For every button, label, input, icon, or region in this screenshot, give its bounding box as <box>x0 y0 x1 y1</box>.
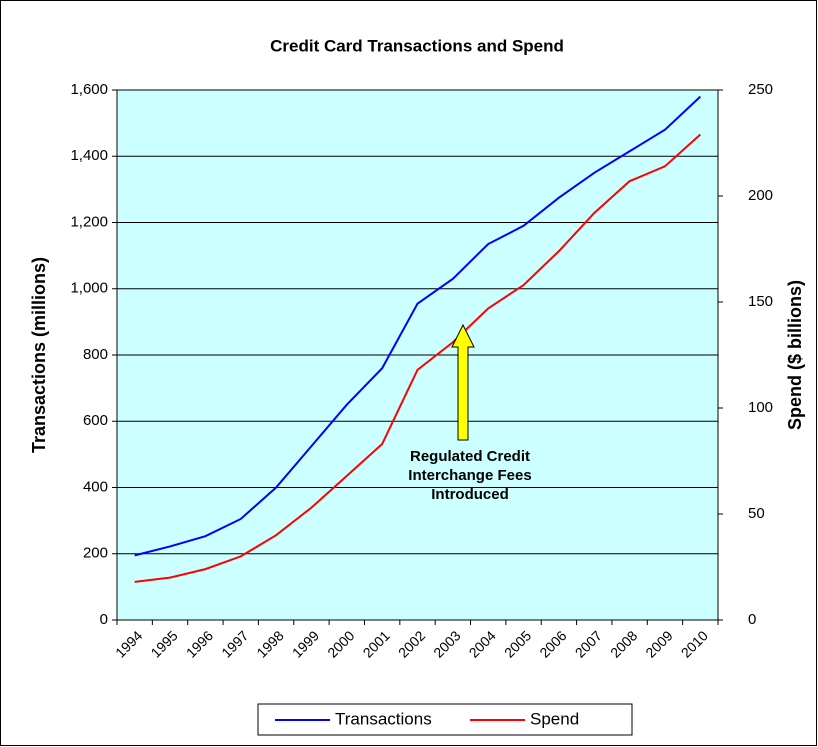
y2-tick-label: 250 <box>748 81 773 98</box>
y-axis-label: Transactions (millions) <box>29 257 49 453</box>
y2-axis-label: Spend ($ billions) <box>785 280 805 430</box>
data-line <box>134 133 701 583</box>
annotation-arrow <box>451 323 475 441</box>
legend-label: Transactions <box>335 709 432 728</box>
y-tick-label: 1,200 <box>70 213 108 230</box>
y-tick-label: 400 <box>83 478 108 495</box>
y-tick-label: 0 <box>100 611 108 628</box>
y2-tick-label: 150 <box>748 293 773 310</box>
y2-tick-label: 200 <box>748 187 773 204</box>
annotation: Introduced <box>431 486 509 503</box>
annotation: Interchange Fees <box>408 467 531 484</box>
chart-title: Credit Card Transactions and Spend <box>270 36 564 55</box>
y-tick-label: 600 <box>83 412 108 429</box>
y-tick-label: 800 <box>83 346 108 363</box>
y2-tick-label: 100 <box>748 399 773 416</box>
y2-tick-label: 50 <box>748 505 765 522</box>
data-line <box>134 95 702 557</box>
y2-tick-label: 0 <box>748 611 756 628</box>
annotation: Regulated Credit <box>410 448 530 465</box>
y-tick-label: 200 <box>83 545 108 562</box>
y-tick-label: 1,600 <box>70 81 108 98</box>
y-tick-label: 1,400 <box>70 147 108 164</box>
y-tick-label: 1,000 <box>70 280 108 297</box>
legend-label: Spend <box>530 709 579 728</box>
